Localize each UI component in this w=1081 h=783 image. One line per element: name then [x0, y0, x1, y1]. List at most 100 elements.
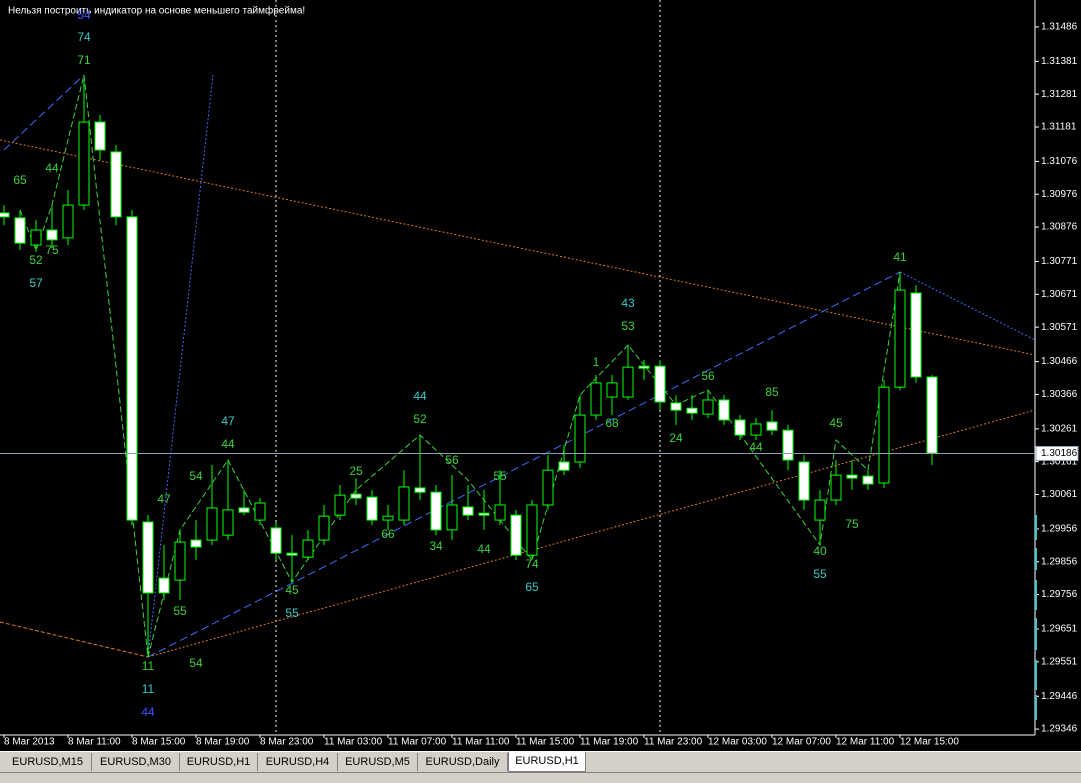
- x-tick-label: 11 Mar 19:00: [580, 737, 639, 748]
- trend-line: [147, 74, 214, 658]
- candle-body: [510, 514, 522, 556]
- x-tick-label: 12 Mar 03:00: [708, 737, 767, 748]
- y-tick-label: 1.31076: [1041, 156, 1078, 167]
- indicator-label: 47: [157, 492, 171, 506]
- candle-body: [894, 289, 906, 388]
- y-tick-label: 1.30466: [1041, 356, 1078, 367]
- indicator-label: 45: [285, 583, 299, 597]
- x-tick-label: 11 Mar 07:00: [388, 737, 447, 748]
- indicator-label: 55: [173, 604, 187, 618]
- trend-line: [899, 271, 1036, 341]
- candle-body: [670, 402, 682, 411]
- trend-line: [147, 409, 1036, 658]
- candle-body: [574, 414, 586, 463]
- indicator-label: 25: [349, 464, 363, 478]
- y-tick-label: 1.30161: [1041, 456, 1078, 467]
- candle-body: [430, 491, 442, 531]
- y-tick-label: 1.30061: [1041, 489, 1078, 500]
- trend-lines: [0, 74, 1036, 658]
- indicator-label: 71: [77, 53, 91, 67]
- x-tick-label: 8 Mar 2013: [4, 737, 55, 748]
- candle-body: [462, 506, 474, 516]
- y-tick-label: 1.30976: [1041, 189, 1078, 200]
- candle-body: [766, 421, 778, 431]
- candle-body: [254, 502, 266, 521]
- trend-line: [3, 74, 85, 151]
- y-tick-label: 1.30771: [1041, 256, 1078, 267]
- indicator-label: 56: [701, 369, 715, 383]
- candle-body: [334, 494, 346, 516]
- indicator-label: 43: [621, 296, 635, 310]
- candle-body: [14, 217, 26, 244]
- candle-body: [814, 499, 826, 521]
- candle-body: [46, 229, 58, 241]
- x-tick-label: 11 Mar 11:00: [452, 737, 510, 748]
- y-tick-label: 1.31381: [1041, 56, 1078, 67]
- indicator-label: 85: [765, 385, 779, 399]
- y-tick-label: 1.29551: [1041, 656, 1078, 667]
- candle-body: [606, 382, 618, 398]
- candle-body: [638, 365, 650, 369]
- candle-body: [0, 212, 10, 218]
- indicator-label: 34: [429, 539, 443, 553]
- candle-body: [206, 507, 218, 541]
- candle-body: [270, 527, 282, 554]
- indicator-label: 66: [381, 527, 395, 541]
- indicator-label: 56: [445, 453, 459, 467]
- indicator-label: 57: [29, 276, 43, 290]
- symbol-tab[interactable]: EURUSD,M15: [4, 753, 92, 771]
- candle-body: [830, 474, 842, 501]
- symbol-tab[interactable]: EURUSD,H4: [258, 753, 338, 771]
- symbol-tab[interactable]: EURUSD,M5: [338, 753, 418, 771]
- trend-line: [147, 271, 901, 658]
- x-tick-label: 8 Mar 19:00: [196, 737, 250, 748]
- candle-body: [878, 386, 890, 484]
- y-tick-label: 1.29651: [1041, 624, 1078, 635]
- candle-body: [622, 366, 634, 398]
- candle-body: [686, 407, 698, 414]
- x-tick-label: 8 Mar 11:00: [68, 737, 121, 748]
- symbol-tab[interactable]: EURUSD,Daily: [418, 753, 508, 771]
- y-tick-label: 1.31281: [1041, 89, 1078, 100]
- chart: Нельзя построить индикатор на основе мен…: [0, 0, 1081, 751]
- indicator-label: 52: [413, 412, 427, 426]
- candle-body: [238, 507, 250, 513]
- warning-message: Нельзя построить индикатор на основе мен…: [8, 5, 305, 17]
- y-tick-label: 1.30571: [1041, 322, 1078, 333]
- candle-body: [446, 504, 458, 531]
- x-tick-label: 11 Mar 23:00: [644, 737, 703, 748]
- indicator-label: 54: [189, 656, 203, 670]
- candle-body: [702, 399, 714, 415]
- candle-body: [126, 216, 138, 521]
- candle-body: [782, 429, 794, 461]
- indicator-label: 45: [829, 416, 843, 430]
- indicator-label: 75: [845, 517, 859, 531]
- symbol-tab[interactable]: EURUSD,H1: [180, 753, 258, 771]
- indicator-label: 11: [142, 659, 155, 673]
- symbol-tab[interactable]: EURUSD,M30: [92, 753, 180, 771]
- candle-body: [414, 487, 426, 493]
- indicator-label: 55: [493, 469, 507, 483]
- candle-body: [158, 577, 170, 594]
- indicator-label: 54: [77, 8, 91, 22]
- indicator-label: 65: [13, 173, 27, 187]
- indicator-label: 54: [189, 469, 203, 483]
- candle-body: [110, 151, 122, 218]
- candle-body: [558, 461, 570, 471]
- candle-body: [590, 382, 602, 416]
- candle-body: [142, 521, 154, 594]
- y-tick-label: 1.29756: [1041, 589, 1078, 600]
- candle-body: [62, 204, 74, 239]
- indicator-label: 44: [221, 437, 235, 451]
- current-price-label: 1.30186: [1041, 448, 1078, 459]
- y-tick-label: 1.29346: [1041, 724, 1078, 735]
- status-bar: [0, 772, 1081, 783]
- candle-body: [286, 552, 298, 556]
- symbol-tab[interactable]: EURUSD,H1: [508, 752, 586, 772]
- y-tick-label: 1.29956: [1041, 524, 1078, 535]
- candle-body: [398, 486, 410, 521]
- indicator-label: 41: [893, 250, 907, 264]
- candle-body: [174, 541, 186, 581]
- candle-body: [862, 475, 874, 485]
- candle-body: [750, 423, 762, 436]
